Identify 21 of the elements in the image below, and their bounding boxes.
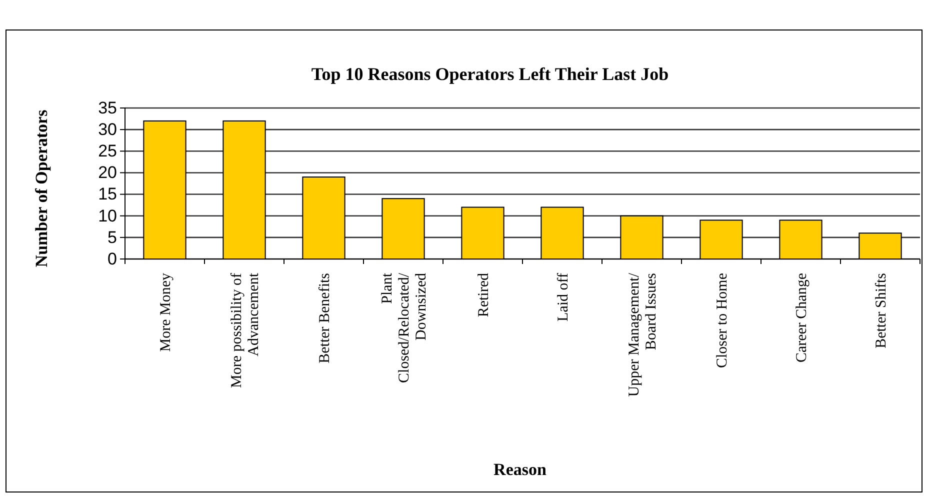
- x-tick-label: Career Change: [794, 272, 810, 363]
- y-tick-label: 20: [98, 163, 117, 182]
- x-axis-title: Reason: [494, 460, 547, 479]
- x-tick-label: Retired: [476, 272, 492, 318]
- chart-title: Top 10 Reasons Operators Left Their Last Job: [311, 64, 669, 84]
- y-tick-label: 5: [108, 228, 117, 247]
- y-tick-label: 30: [98, 120, 117, 140]
- y-tick-label: 10: [98, 206, 117, 226]
- x-tick-label: Plant Closed/Relocated/ Downsized: [379, 272, 430, 383]
- x-tick-label: Laid off: [555, 273, 572, 322]
- x-tick-label: Better Shifts: [873, 272, 890, 348]
- y-axis-title: Number of Operators: [32, 109, 51, 268]
- x-tick-label: Closer to Home: [714, 272, 730, 368]
- x-tick-label: Better Benefits: [316, 272, 333, 364]
- y-tick-label: 25: [98, 142, 117, 161]
- y-tick-label: 15: [98, 184, 117, 204]
- y-tick-label: 35: [98, 98, 117, 118]
- x-tick-label: Upper Management/ Board Issues: [626, 272, 660, 397]
- x-tick-label: More possibility of Advancement: [228, 272, 262, 388]
- x-tick-label: More Money: [158, 272, 174, 352]
- y-tick-label: 0: [108, 249, 117, 268]
